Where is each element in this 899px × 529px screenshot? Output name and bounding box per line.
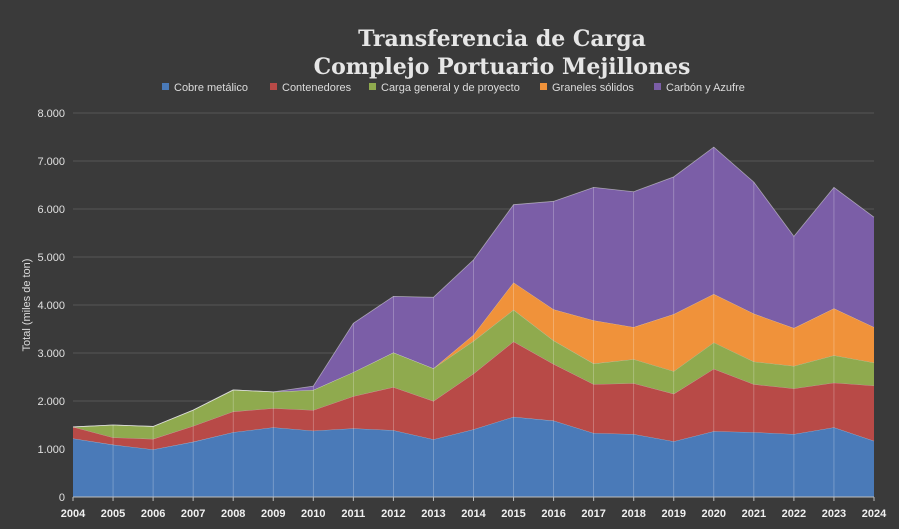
legend-swatch bbox=[654, 83, 661, 90]
y-tick-label: 6.000 bbox=[37, 204, 65, 216]
x-tick-label: 2017 bbox=[581, 508, 605, 520]
x-tick-label: 2004 bbox=[61, 508, 86, 520]
y-tick-label: 3.000 bbox=[37, 348, 65, 360]
legend: Cobre metálico Contenedores Carga general … bbox=[162, 82, 745, 94]
area-series-4 bbox=[73, 282, 874, 427]
x-tick-label: 2019 bbox=[662, 508, 686, 520]
y-tick-label: 1.000 bbox=[37, 444, 65, 456]
legend-swatch bbox=[270, 83, 277, 90]
legend-label: Graneles sólidos bbox=[552, 82, 634, 94]
x-tick-label: 2011 bbox=[341, 508, 365, 520]
y-tick-label: 4.000 bbox=[37, 300, 65, 312]
y-tick-label: 8.000 bbox=[37, 108, 65, 120]
legend-label: Carga general y de proyecto bbox=[381, 82, 520, 94]
x-tick-label: 2008 bbox=[221, 508, 245, 520]
area-series-3 bbox=[73, 309, 874, 439]
series-areas bbox=[72, 146, 875, 497]
legend-swatch bbox=[369, 83, 376, 90]
x-tick-label: 2016 bbox=[541, 508, 565, 520]
x-tick-label: 2007 bbox=[181, 508, 205, 520]
legend-swatch bbox=[162, 83, 169, 90]
y-tick-label: 2.000 bbox=[37, 396, 65, 408]
x-tick-label: 2022 bbox=[782, 508, 806, 520]
area-series-2 bbox=[73, 341, 874, 450]
x-tick-label: 2014 bbox=[461, 508, 486, 520]
y-tick-label: 0 bbox=[59, 492, 65, 504]
legend-swatch bbox=[540, 83, 547, 90]
area-series-1 bbox=[73, 416, 874, 497]
y-tick-label: 7.000 bbox=[37, 156, 65, 168]
x-tick-label: 2013 bbox=[421, 508, 445, 520]
x-tick-label: 2010 bbox=[301, 508, 325, 520]
x-tick-label: 2024 bbox=[862, 508, 887, 520]
area-series-5 bbox=[73, 147, 874, 427]
y-axis: 0 1.000 2.000 3.000 4.000 5.000 6.000 7.000 8.00… bbox=[37, 108, 65, 504]
x-tick-label: 2005 bbox=[101, 508, 125, 520]
y-tick-label: 5.000 bbox=[37, 252, 65, 264]
legend-label: Contenedores bbox=[282, 82, 352, 94]
x-tick-label: 2012 bbox=[381, 508, 405, 520]
chart-subtitle: Complejo Portuario Mejillones bbox=[314, 54, 691, 80]
x-tick-label: 2020 bbox=[702, 508, 726, 520]
x-tick-label: 2009 bbox=[261, 508, 285, 520]
area-series-edge bbox=[72, 146, 875, 428]
x-tick-label: 2021 bbox=[742, 508, 766, 520]
legend-label: Carbón y Azufre bbox=[666, 82, 745, 94]
x-axis: 2004 2005 2006 2007 2008 2009 2010 2011 2012 2013… bbox=[61, 496, 887, 520]
chart-title: Transferencia de Carga bbox=[358, 26, 646, 52]
x-tick-label: 2018 bbox=[621, 508, 645, 520]
y-axis-label: Total (miles de ton) bbox=[21, 259, 33, 352]
x-tick-label: 2006 bbox=[141, 508, 165, 520]
legend-label: Cobre metálico bbox=[174, 82, 248, 94]
x-tick-label: 2015 bbox=[501, 508, 525, 520]
x-tick-label: 2023 bbox=[822, 508, 846, 520]
